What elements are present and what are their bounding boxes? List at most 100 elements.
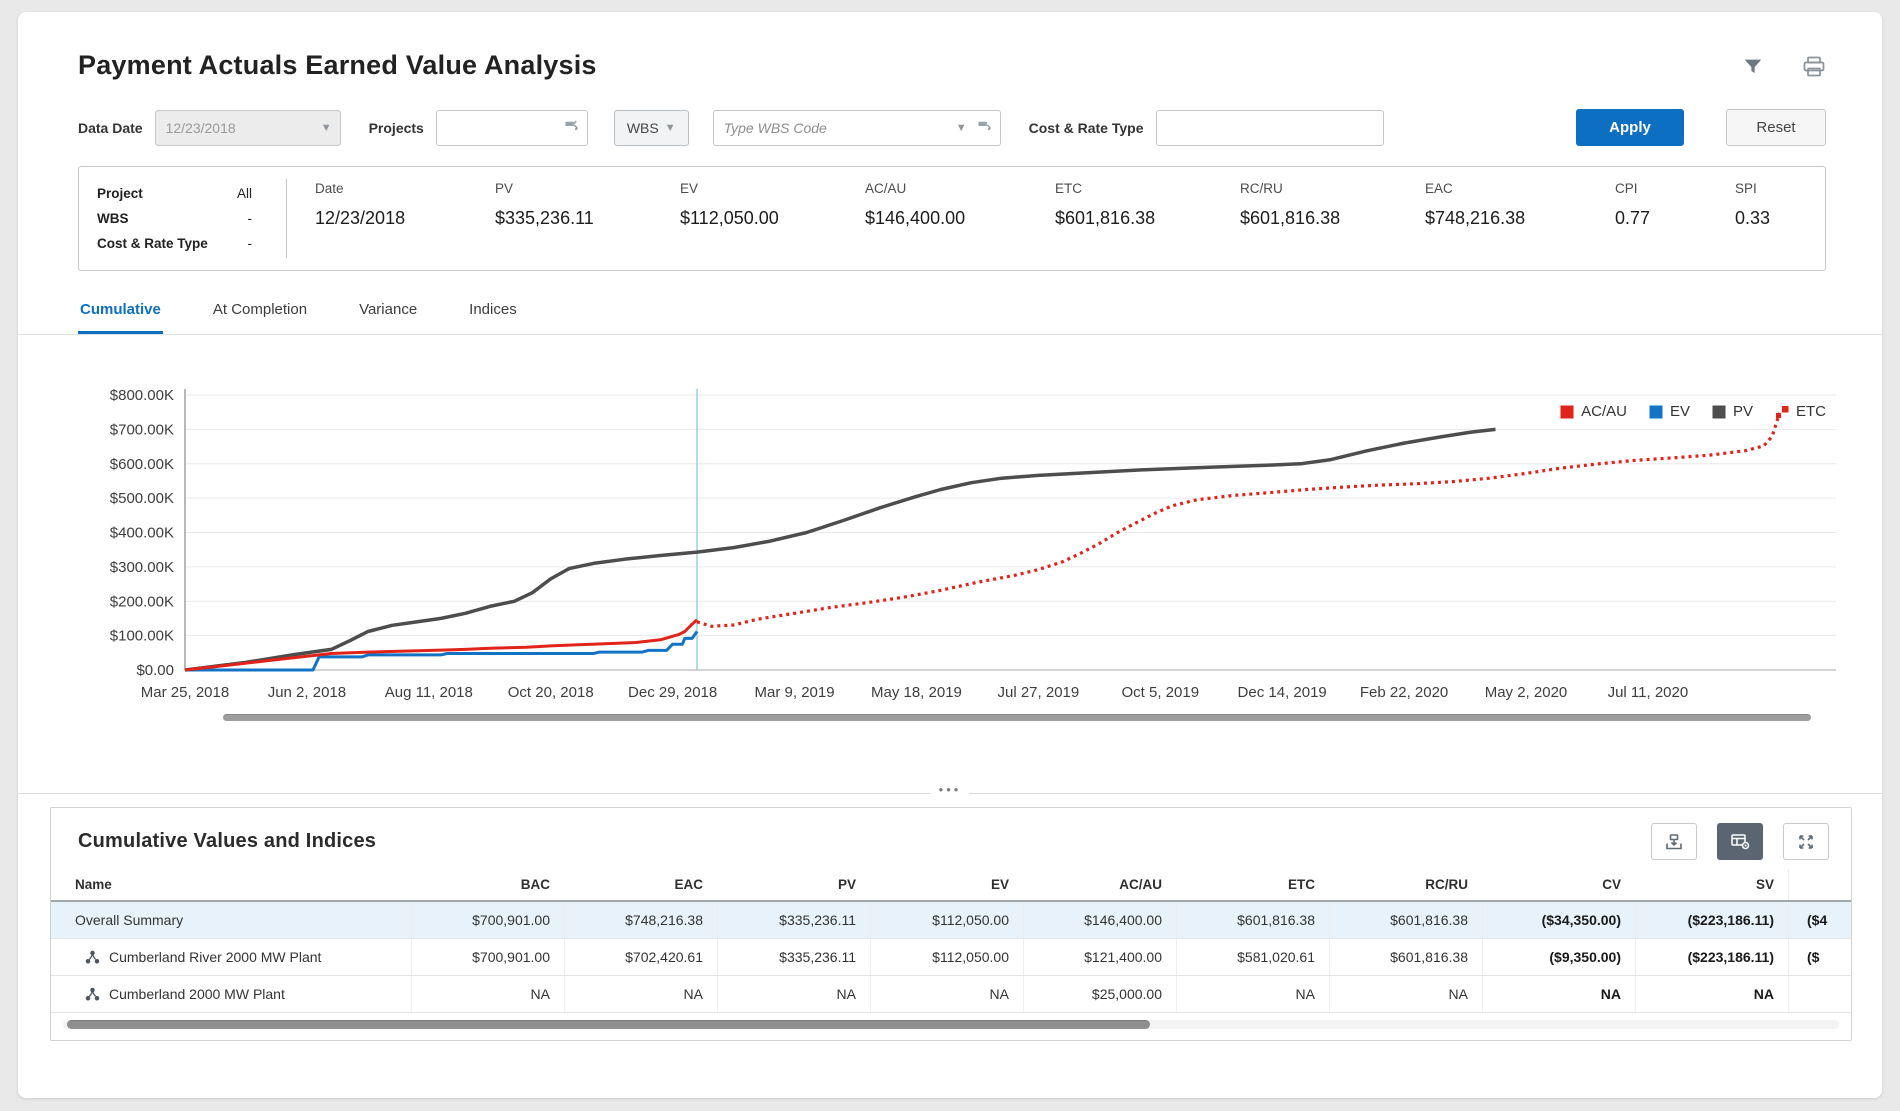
cost-rate-type-field [1155, 109, 1384, 146]
metric-value: $601,816.38 [1055, 208, 1156, 228]
grid-view-button[interactable] [1717, 823, 1763, 860]
tab-at-completion[interactable]: At Completion [212, 301, 308, 318]
tab-cumulative[interactable]: Cumulative [78, 299, 163, 334]
table-horizontal-scrollbar [63, 1020, 1839, 1029]
cell-pv: NA [717, 976, 870, 1012]
chart-time-scrollbar[interactable] [223, 714, 1811, 721]
metric-label: CPI [1615, 181, 1638, 196]
table-row[interactable]: Cumberland 2000 MW Plant NA NA NA NA $25,000.… [51, 976, 1851, 1013]
column-header-pv[interactable]: PV [837, 877, 856, 892]
table-scrollbar-thumb[interactable] [67, 1020, 1151, 1029]
cell-rc-ru: NA [1329, 976, 1482, 1012]
x-axis-tick-label: Feb 22, 2020 [1360, 684, 1448, 701]
select-tag-icon[interactable] [564, 119, 579, 136]
data-date-select[interactable]: 12/23/2018 ▼ [154, 109, 341, 146]
summary-metric-pv: PV $335,236.11 [495, 181, 680, 256]
column-header-blank[interactable] [1788, 869, 1851, 900]
summary-filter-label: Project [97, 186, 143, 201]
cell-ev: NA [870, 976, 1023, 1012]
apply-button[interactable]: Apply [1576, 109, 1684, 146]
legend-swatch [1712, 405, 1726, 418]
x-axis-tick-label: Mar 25, 2018 [141, 684, 229, 701]
column-header-bac[interactable]: BAC [520, 877, 550, 892]
chevron-down-icon[interactable]: ▼ [955, 121, 967, 134]
row-name-cell: Cumberland River 2000 MW Plant [51, 939, 411, 975]
cell-ac-au: $146,400.00 [1023, 902, 1176, 938]
legend-item-pv: PV [1712, 403, 1753, 420]
chart-area: AC/AU EV PV ETC $800.00K $700.00K $600.00K… [18, 383, 1882, 721]
column-header-eac[interactable]: EAC [674, 877, 703, 892]
cell-cv: ($9,350.00) [1482, 939, 1635, 975]
x-axis-tick-label: Oct 20, 2018 [508, 684, 594, 701]
row-name-label: Cumberland 2000 MW Plant [109, 986, 285, 1002]
tab-indices[interactable]: Indices [469, 301, 517, 318]
cell-sv: NA [1635, 976, 1788, 1012]
column-header-etc[interactable]: ETC [1288, 877, 1315, 892]
column-header-sv[interactable]: SV [1755, 877, 1774, 892]
cell-: ($ [1788, 939, 1851, 975]
summary-bar: Project All WBS - Cost & Rate Type - Date … [78, 166, 1826, 271]
cell-rc-ru: $601,816.38 [1329, 939, 1482, 975]
wbs-code-input[interactable] [723, 119, 950, 136]
chart-legend: AC/AU EV PV ETC [1560, 403, 1826, 420]
legend-label: ETC [1796, 403, 1826, 420]
cell-pv: $335,236.11 [717, 902, 870, 938]
row-name-cell: Cumberland 2000 MW Plant [51, 976, 411, 1012]
summary-filter-row: Project All [97, 181, 252, 206]
export-download-button[interactable] [1651, 823, 1697, 860]
reset-button[interactable]: Reset [1726, 109, 1826, 146]
cost-rate-type-input[interactable] [1166, 119, 1375, 136]
column-header-ev[interactable]: EV [990, 877, 1009, 892]
y-axis-tick-label: $100.00K [110, 628, 174, 645]
table-row[interactable]: Cumberland River 2000 MW Plant $700,901.0… [51, 939, 1851, 976]
data-date-label: Data Date [78, 119, 143, 136]
page-header: Payment Actuals Earned Value Analysis [18, 50, 1882, 81]
y-axis-tick-label: $500.00K [110, 490, 174, 507]
expand-button[interactable] [1783, 823, 1829, 860]
column-header-name[interactable]: Name [75, 877, 112, 892]
summary-filter-value: All [236, 186, 252, 201]
column-header-rc-ru[interactable]: RC/RU [1425, 877, 1468, 892]
metric-label: PV [495, 181, 514, 196]
summary-metric-date: Date 12/23/2018 [315, 181, 495, 256]
table-row[interactable]: Overall Summary $700,901.00 $748,216.38 $33… [51, 902, 1851, 939]
cell-ac-au: $25,000.00 [1023, 976, 1176, 1012]
column-header-cv[interactable]: CV [1602, 877, 1621, 892]
x-axis-tick-label: May 2, 2020 [1485, 684, 1568, 701]
y-axis-tick-label: $300.00K [110, 559, 174, 576]
data-date-value: 12/23/2018 [165, 119, 236, 136]
wbs-dropdown-button[interactable]: WBS ▼ [613, 109, 689, 146]
projects-input[interactable] [446, 119, 564, 136]
cell-ac-au: $121,400.00 [1023, 939, 1176, 975]
cell-etc: $601,816.38 [1176, 902, 1329, 938]
panel-splitter[interactable]: ••• [18, 782, 1882, 797]
column-header-ac-au[interactable]: AC/AU [1119, 877, 1162, 892]
metric-label: ETC [1055, 181, 1082, 196]
metric-label: AC/AU [865, 181, 907, 196]
cell-pv: $335,236.11 [717, 939, 870, 975]
metric-value: $112,050.00 [680, 208, 779, 228]
cell-ev: $112,050.00 [870, 939, 1023, 975]
metric-value: 12/23/2018 [315, 208, 406, 228]
row-name-label: Cumberland River 2000 MW Plant [109, 949, 322, 965]
filter-icon[interactable] [1742, 56, 1764, 78]
summary-metric-rc-ru: RC/RU $601,816.38 [1240, 181, 1425, 256]
cell-bac: NA [411, 976, 564, 1012]
cell-bac: $700,901.00 [411, 902, 564, 938]
main-card: Payment Actuals Earned Value Analysis Da… [18, 12, 1882, 1098]
splitter-handle-icon[interactable]: ••• [930, 782, 970, 797]
row-name-cell: Overall Summary [51, 902, 411, 938]
legend-dotted-swatch [1776, 405, 1789, 418]
summary-filter-value: - [247, 236, 253, 251]
select-tag-icon[interactable] [977, 119, 992, 136]
metric-label: Date [315, 181, 344, 196]
y-axis-tick-label: $0.00 [136, 662, 174, 679]
summary-filter-label: Cost & Rate Type [97, 236, 208, 251]
summary-metric-eac: EAC $748,216.38 [1425, 181, 1615, 256]
metric-value: $146,400.00 [865, 208, 966, 228]
legend-swatch [1560, 405, 1574, 418]
printer-icon[interactable] [1802, 56, 1826, 78]
y-axis-tick-label: $600.00K [110, 456, 174, 473]
tab-variance[interactable]: Variance [359, 301, 418, 318]
summary-filter-row: Cost & Rate Type - [97, 231, 252, 256]
